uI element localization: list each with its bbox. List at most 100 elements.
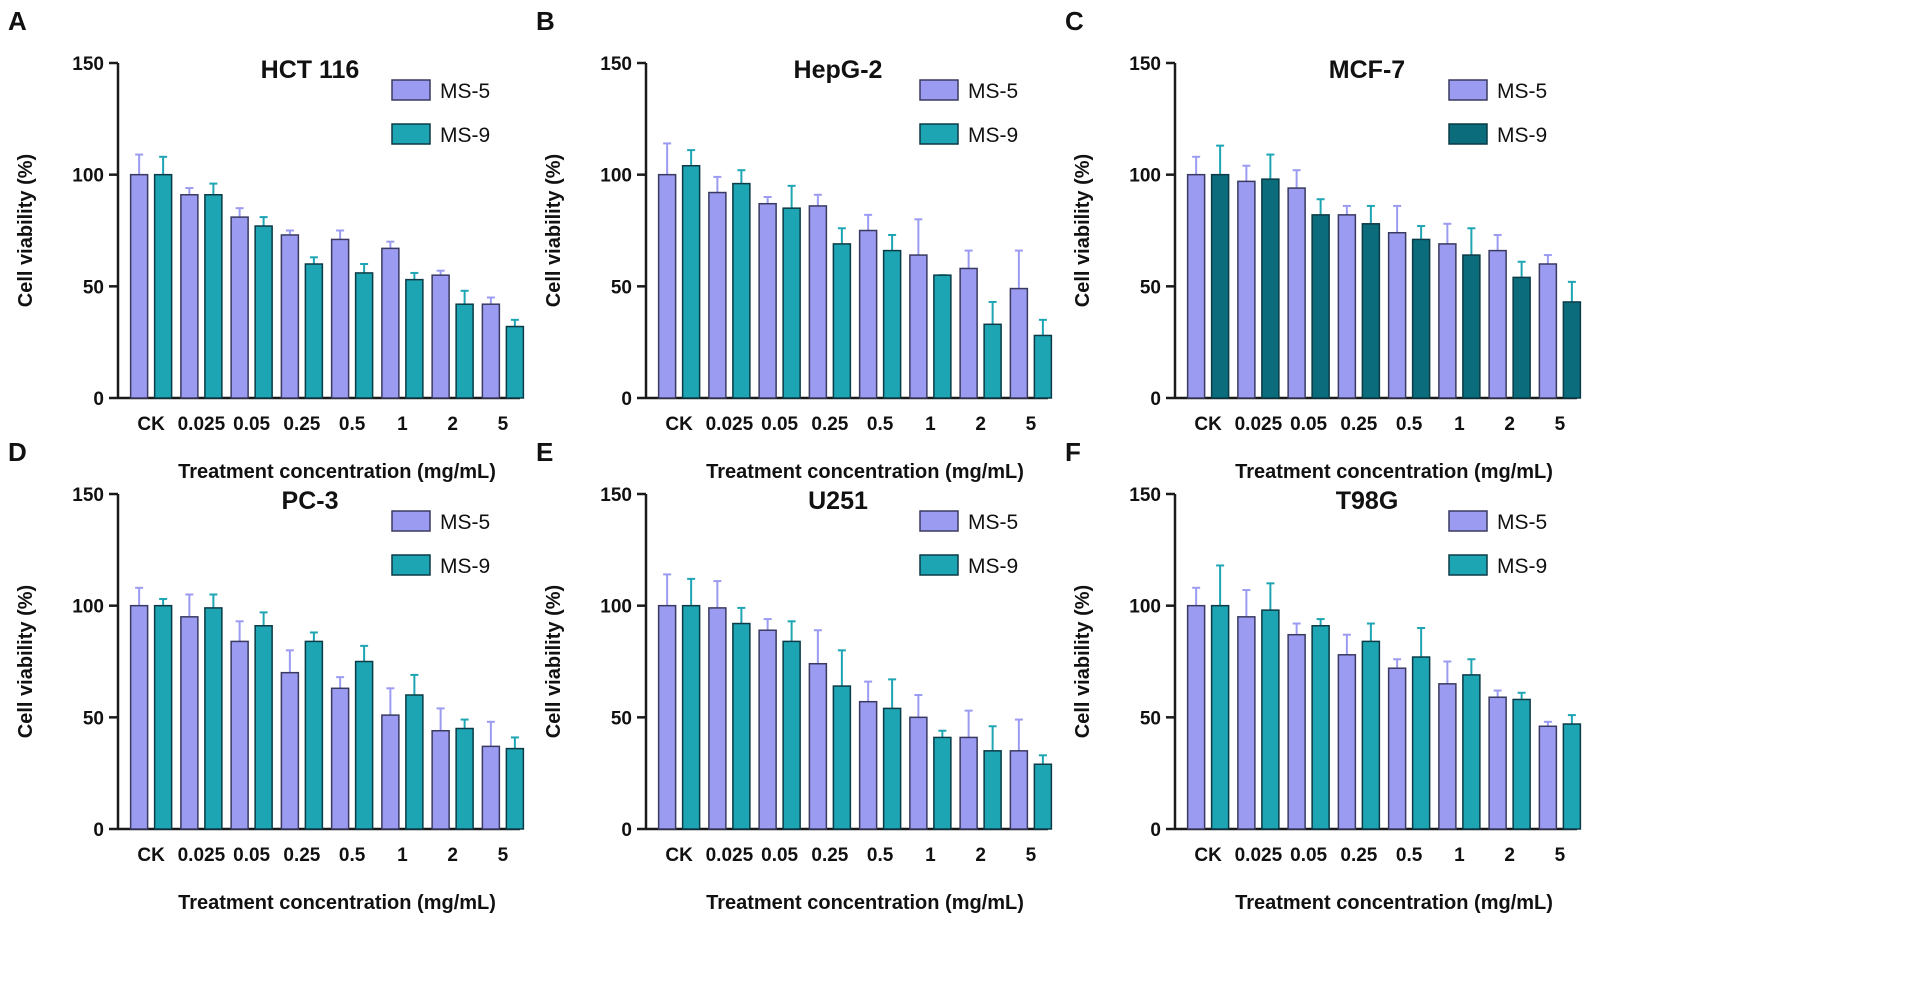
y-tick-label: 100 — [72, 166, 104, 187]
x-tick-label: CK — [1194, 414, 1222, 435]
x-tick-label: 5 — [1555, 845, 1566, 866]
bar-ms-5 — [1538, 725, 1558, 830]
panel-letter: B — [536, 6, 555, 36]
bar-ms-9 — [1033, 334, 1053, 399]
chart-title: PC-3 — [282, 487, 339, 515]
bar-ms-5 — [909, 716, 928, 830]
panel-letter: C — [1065, 6, 1084, 36]
y-tick-label: 50 — [1140, 277, 1161, 298]
bar-ms-5 — [1337, 214, 1357, 399]
y-tick-label: 150 — [600, 54, 632, 75]
x-tick-label: CK — [665, 414, 693, 435]
bar-ms-5 — [1438, 683, 1457, 830]
legend-swatch-ms-5 — [919, 510, 959, 532]
x-tick-label: 0.25 — [283, 845, 320, 866]
bar-ms-5 — [657, 173, 677, 399]
y-tick-label: 150 — [1129, 485, 1161, 506]
y-axis-label: Cell viability (%) — [1072, 585, 1094, 738]
bar-ms-5 — [1488, 696, 1507, 830]
y-tick-label: 0 — [93, 820, 104, 841]
bar-ms-5 — [959, 267, 978, 399]
bar-ms-5 — [481, 745, 501, 830]
bar-ms-9 — [681, 164, 701, 399]
x-tick-label: 5 — [1555, 414, 1566, 435]
y-tick-label: 50 — [611, 277, 632, 298]
bar-ms-9 — [405, 694, 424, 830]
y-tick-label: 150 — [72, 54, 104, 75]
y-tick-label: 150 — [72, 485, 104, 506]
legend-label: MS-9 — [1497, 124, 1547, 147]
y-tick-label: 100 — [1129, 597, 1161, 618]
bar-ms-5 — [1387, 667, 1407, 830]
legend-swatch-ms-5 — [919, 79, 959, 101]
bar-ms-9 — [782, 207, 801, 399]
chart-panel-e: E U251 Cell viability (%) Treatment concent… — [536, 437, 1053, 914]
bar-ms-5 — [180, 616, 199, 830]
bar-ms-9 — [1261, 178, 1280, 399]
bar-ms-5 — [758, 629, 777, 830]
bar-ms-5 — [1287, 633, 1306, 830]
y-tick-label: 50 — [611, 708, 632, 729]
bar-ms-5 — [1009, 287, 1029, 399]
bar-ms-9 — [832, 243, 852, 399]
legend-swatch-ms-9 — [391, 123, 431, 145]
chart-panel-a: A HCT 116 Cell viability (%) Treatment conc… — [8, 6, 525, 483]
bar-ms-9 — [254, 225, 273, 399]
bar-ms-9 — [1361, 223, 1381, 399]
bar-ms-5 — [1337, 654, 1357, 830]
bar-ms-5 — [1237, 180, 1256, 399]
bar-ms-9 — [1512, 698, 1531, 830]
x-tick-label: 5 — [498, 414, 509, 435]
x-tick-label: 0.025 — [178, 414, 226, 435]
panel-letter: A — [8, 6, 27, 36]
legend-label: MS-5 — [968, 80, 1018, 103]
bar-ms-5 — [280, 671, 300, 830]
bar-ms-9 — [983, 323, 1002, 399]
y-tick-label: 50 — [1140, 708, 1161, 729]
x-tick-label: 0.5 — [867, 845, 894, 866]
legend-swatch-ms-9 — [391, 554, 431, 576]
x-tick-label: 0.25 — [811, 845, 848, 866]
bar-ms-5 — [180, 194, 199, 399]
bar-ms-9 — [732, 182, 751, 399]
x-tick-label: CK — [137, 414, 165, 435]
bar-ms-9 — [1210, 604, 1230, 830]
bar-ms-9 — [1512, 276, 1531, 399]
bar-ms-9 — [681, 604, 701, 830]
x-tick-label: 2 — [975, 845, 986, 866]
bar-ms-5 — [431, 729, 450, 830]
bar-ms-9 — [933, 274, 952, 399]
x-tick-label: 0.5 — [1396, 845, 1423, 866]
chart-title: HepG-2 — [794, 56, 883, 84]
chart-panel-f: F T98G Cell viability (%) Treatment concent… — [1065, 437, 1582, 914]
y-tick-label: 0 — [1150, 389, 1161, 410]
bar-ms-5 — [481, 303, 501, 399]
y-axis-label: Cell viability (%) — [1072, 154, 1094, 307]
x-tick-label: 1 — [397, 414, 408, 435]
bar-ms-9 — [882, 707, 902, 830]
x-tick-label: 0.05 — [1290, 414, 1327, 435]
bar-ms-5 — [129, 173, 149, 399]
bar-ms-5 — [1237, 616, 1256, 830]
x-tick-label: 1 — [925, 414, 936, 435]
bar-ms-5 — [708, 607, 727, 830]
legend-swatch-ms-5 — [391, 510, 431, 532]
legend-swatch-ms-5 — [1448, 79, 1488, 101]
bar-ms-5 — [1538, 263, 1558, 399]
bar-ms-5 — [808, 662, 828, 830]
y-tick-label: 0 — [621, 820, 632, 841]
bar-ms-5 — [230, 216, 249, 399]
bar-ms-5 — [657, 604, 677, 830]
bar-ms-5 — [758, 202, 777, 399]
x-tick-label: 2 — [447, 414, 458, 435]
x-tick-label: 1 — [1454, 414, 1465, 435]
x-tick-label: CK — [665, 845, 693, 866]
x-tick-label: 1 — [925, 845, 936, 866]
x-tick-label: 2 — [447, 845, 458, 866]
bar-ms-9 — [153, 173, 173, 399]
legend-label: MS-9 — [968, 124, 1018, 147]
panel-letter: D — [8, 437, 27, 467]
legend-label: MS-5 — [440, 511, 490, 534]
y-tick-label: 100 — [600, 166, 632, 187]
bar-ms-5 — [1438, 243, 1457, 399]
